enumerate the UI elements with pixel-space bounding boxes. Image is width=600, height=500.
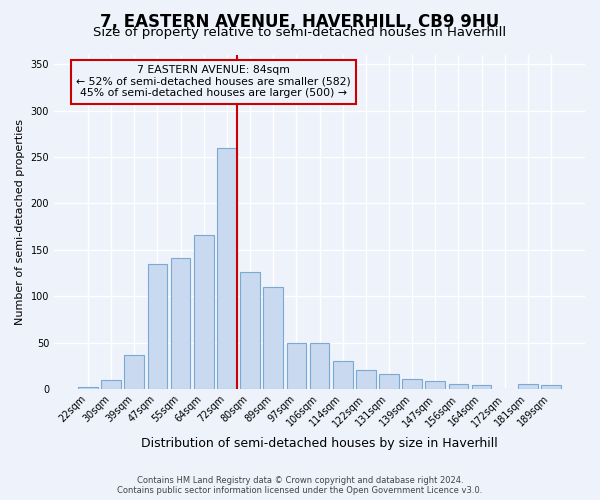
Bar [263, 287, 283, 389]
Bar [333, 361, 353, 389]
Bar [379, 374, 399, 389]
Text: 7 EASTERN AVENUE: 84sqm
← 52% of semi-detached houses are smaller (582)
45% of s: 7 EASTERN AVENUE: 84sqm ← 52% of semi-de… [76, 65, 351, 98]
Bar [217, 148, 237, 389]
Bar [310, 342, 329, 389]
Bar [472, 385, 491, 389]
Bar [402, 378, 422, 389]
Bar [425, 382, 445, 389]
Bar [101, 380, 121, 389]
Text: 7, EASTERN AVENUE, HAVERHILL, CB9 9HU: 7, EASTERN AVENUE, HAVERHILL, CB9 9HU [100, 12, 500, 30]
Bar [78, 387, 98, 389]
Bar [449, 384, 468, 389]
Bar [240, 272, 260, 389]
Bar [171, 258, 190, 389]
Bar [148, 264, 167, 389]
Bar [356, 370, 376, 389]
Bar [518, 384, 538, 389]
Y-axis label: Number of semi-detached properties: Number of semi-detached properties [15, 119, 25, 325]
X-axis label: Distribution of semi-detached houses by size in Haverhill: Distribution of semi-detached houses by … [141, 437, 498, 450]
Text: Size of property relative to semi-detached houses in Haverhill: Size of property relative to semi-detach… [94, 26, 506, 39]
Bar [541, 385, 561, 389]
Text: Contains HM Land Registry data © Crown copyright and database right 2024.
Contai: Contains HM Land Registry data © Crown c… [118, 476, 482, 495]
Bar [287, 342, 306, 389]
Bar [194, 235, 214, 389]
Bar [124, 354, 144, 389]
